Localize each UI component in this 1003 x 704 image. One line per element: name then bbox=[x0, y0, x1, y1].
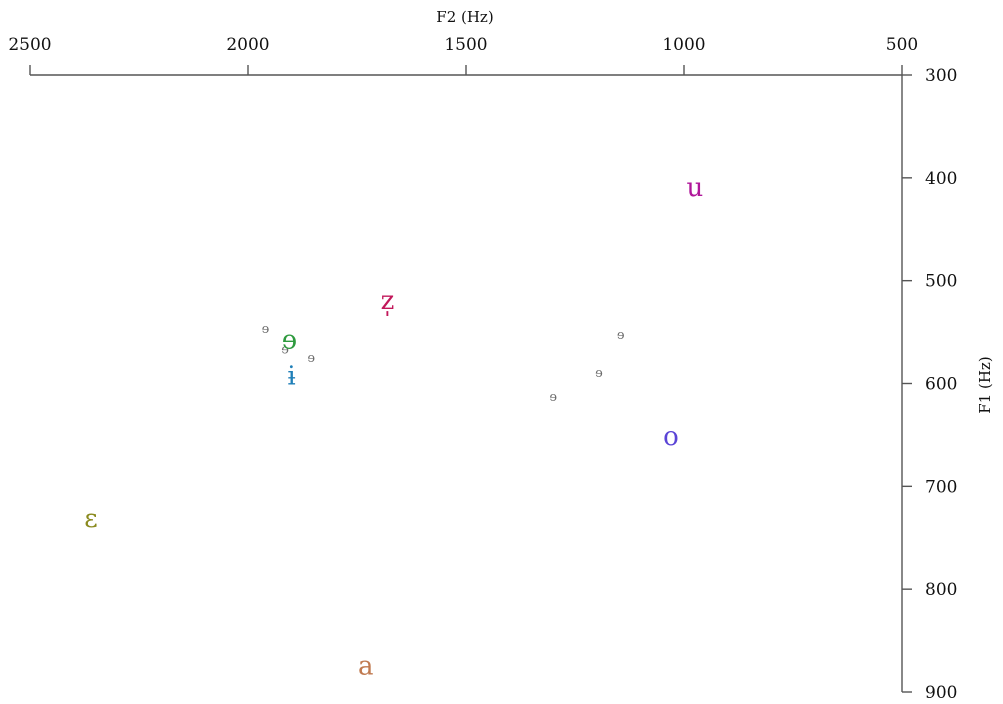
small-point: ɘ bbox=[307, 351, 315, 366]
vowel-point: u bbox=[687, 173, 704, 203]
vowel-point: ɛ bbox=[84, 504, 97, 534]
vowel-point: ɨ bbox=[287, 361, 295, 391]
x-tick-label: 1500 bbox=[444, 35, 487, 55]
y-tick-label: 400 bbox=[925, 169, 957, 189]
vowel-point: a bbox=[358, 651, 374, 681]
small-point: ɘ bbox=[617, 328, 625, 343]
vowel-point: ɘ bbox=[282, 325, 297, 355]
small-point: ɘ bbox=[262, 322, 270, 337]
x-tick-label: 1000 bbox=[662, 35, 705, 55]
y-tick-label: 900 bbox=[925, 683, 957, 703]
y-tick-label: 500 bbox=[925, 272, 957, 292]
x-tick-label: 2000 bbox=[226, 35, 269, 55]
x-tick-label: 500 bbox=[886, 35, 918, 55]
y-axis-title: F1 (Hz) bbox=[976, 356, 994, 413]
vowel-point: z̩ bbox=[381, 286, 395, 316]
x-tick-label: 2500 bbox=[8, 35, 51, 55]
small-point: ɘ bbox=[595, 366, 603, 381]
y-tick-label: 700 bbox=[925, 477, 957, 497]
x-axis-title: F2 (Hz) bbox=[436, 8, 493, 26]
y-axis: 300 400 500 600 700 800 900 F1 (Hz) bbox=[902, 66, 994, 703]
small-point: ɘ bbox=[549, 390, 557, 405]
y-ticks: 300 400 500 600 700 800 900 bbox=[902, 66, 957, 703]
x-axis: 2500 2000 1500 1000 500 F2 (Hz) bbox=[8, 8, 918, 75]
y-tick-label: 800 bbox=[925, 580, 957, 600]
vowel-point: o bbox=[663, 422, 679, 452]
y-tick-label: 300 bbox=[925, 66, 957, 86]
x-ticks: 2500 2000 1500 1000 500 bbox=[8, 35, 918, 75]
y-tick-label: 600 bbox=[925, 375, 957, 395]
